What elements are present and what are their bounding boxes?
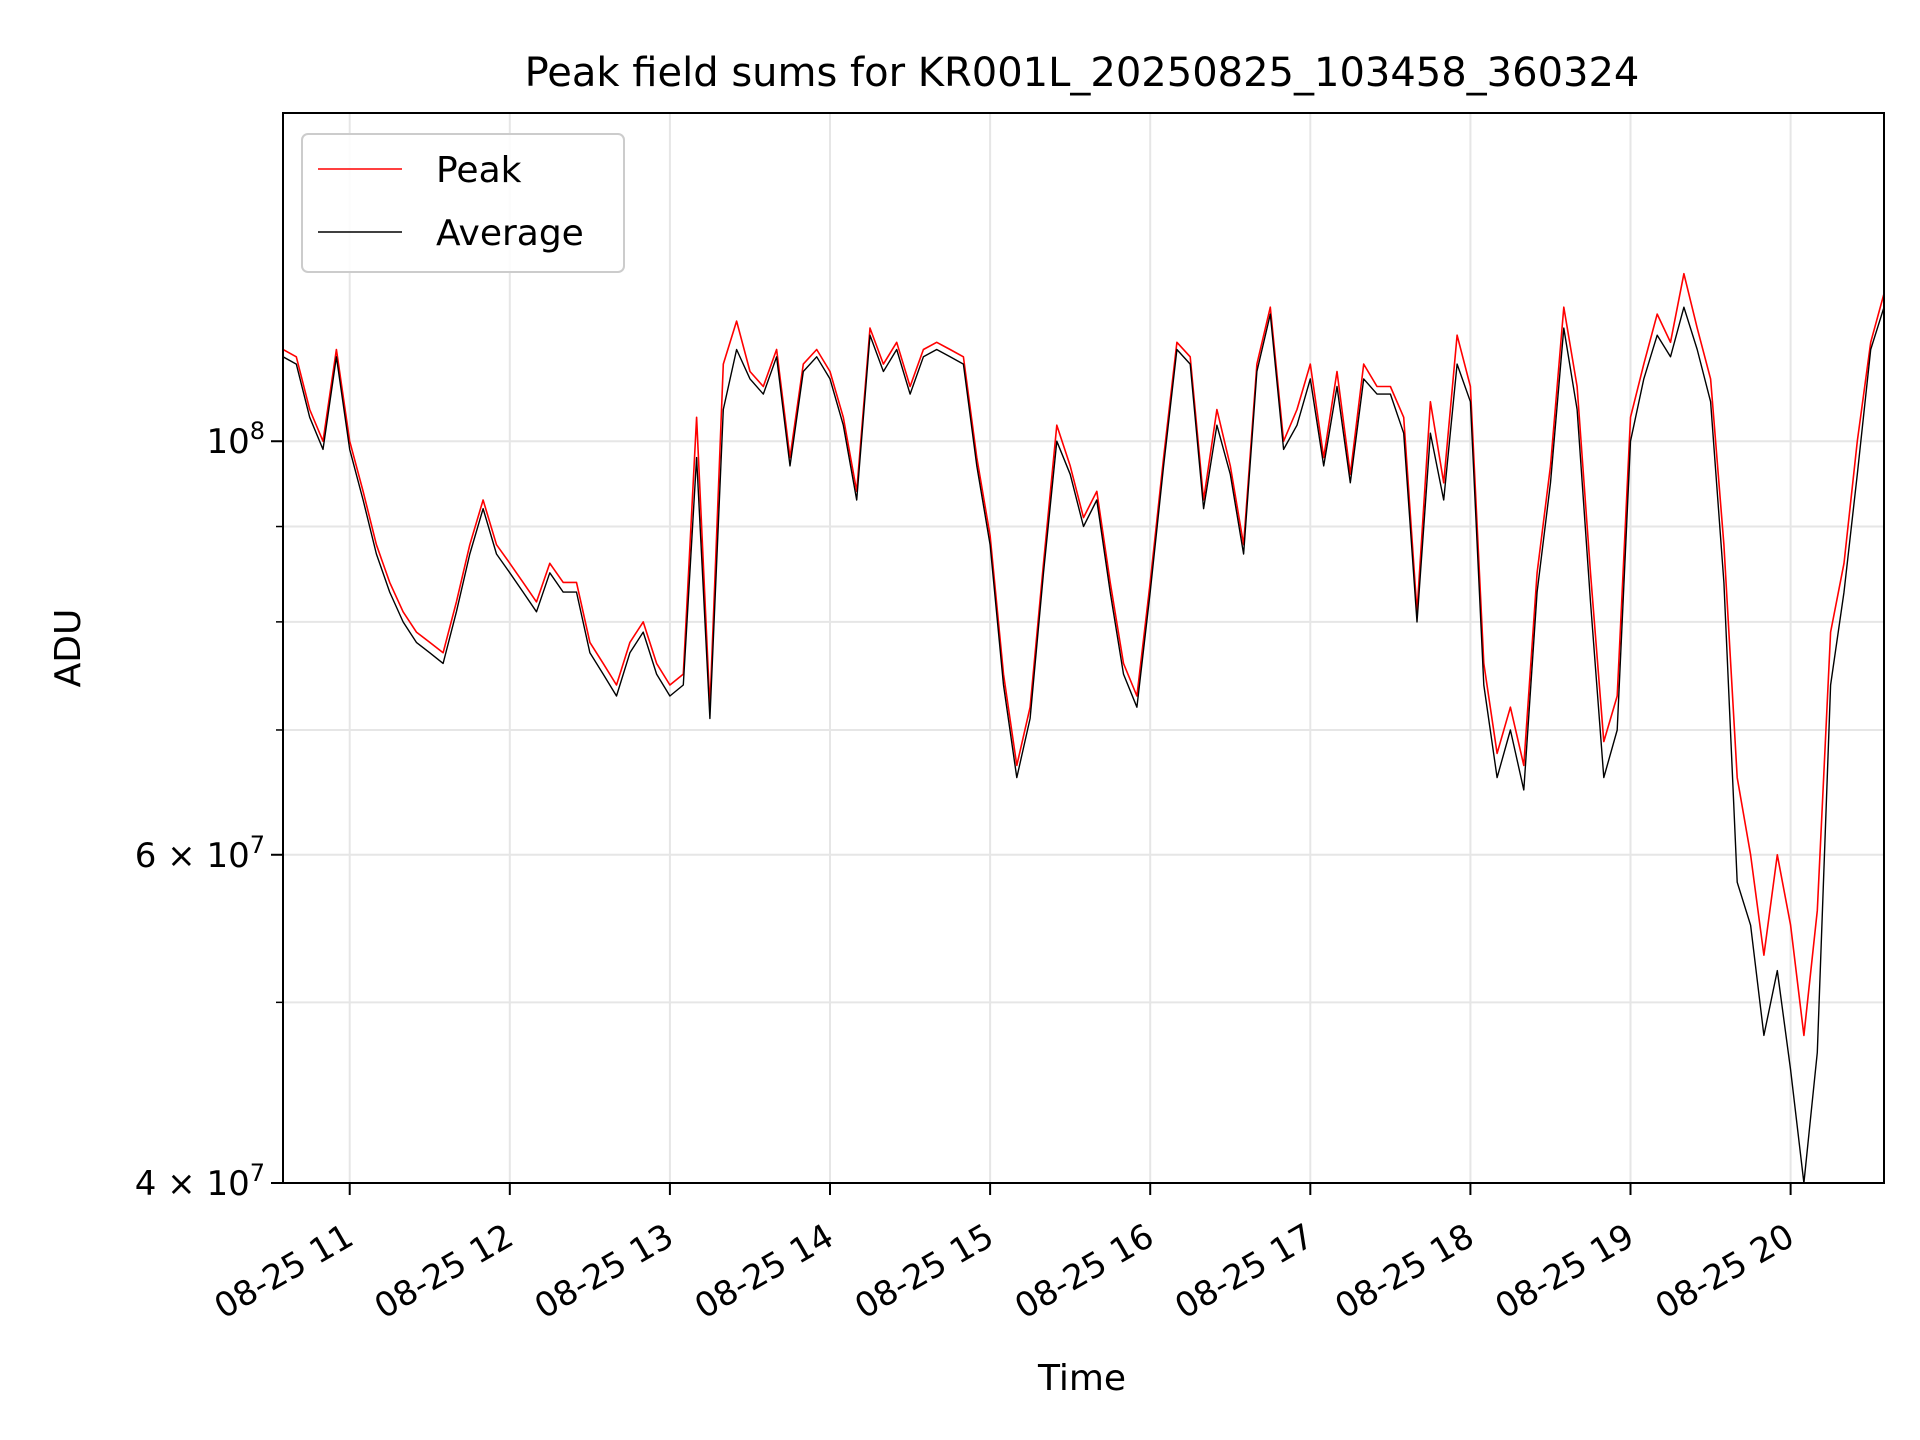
y-tick-label: 4 × 107 [135, 1159, 265, 1204]
chart-title: Peak field sums for KR001L_20250825_1034… [525, 50, 1640, 96]
y-tick-label: 108 [206, 417, 265, 462]
series-lines [283, 272, 1884, 1183]
y-axis-label: ADU [48, 609, 89, 688]
series-line-average [283, 306, 1884, 1183]
legend-label-peak: Peak [436, 150, 522, 191]
plot-area [283, 272, 1884, 1183]
y-tick-label: 6 × 107 [135, 831, 265, 876]
legend-label-average: Average [436, 213, 584, 254]
series-line-peak [283, 272, 1884, 1037]
x-axis-label: Time [1037, 1358, 1126, 1399]
legend: Peak Average [301, 133, 625, 273]
axes-frame [282, 112, 1885, 1184]
y-axis: 108 6 × 107 4 × 107 [135, 417, 283, 1204]
